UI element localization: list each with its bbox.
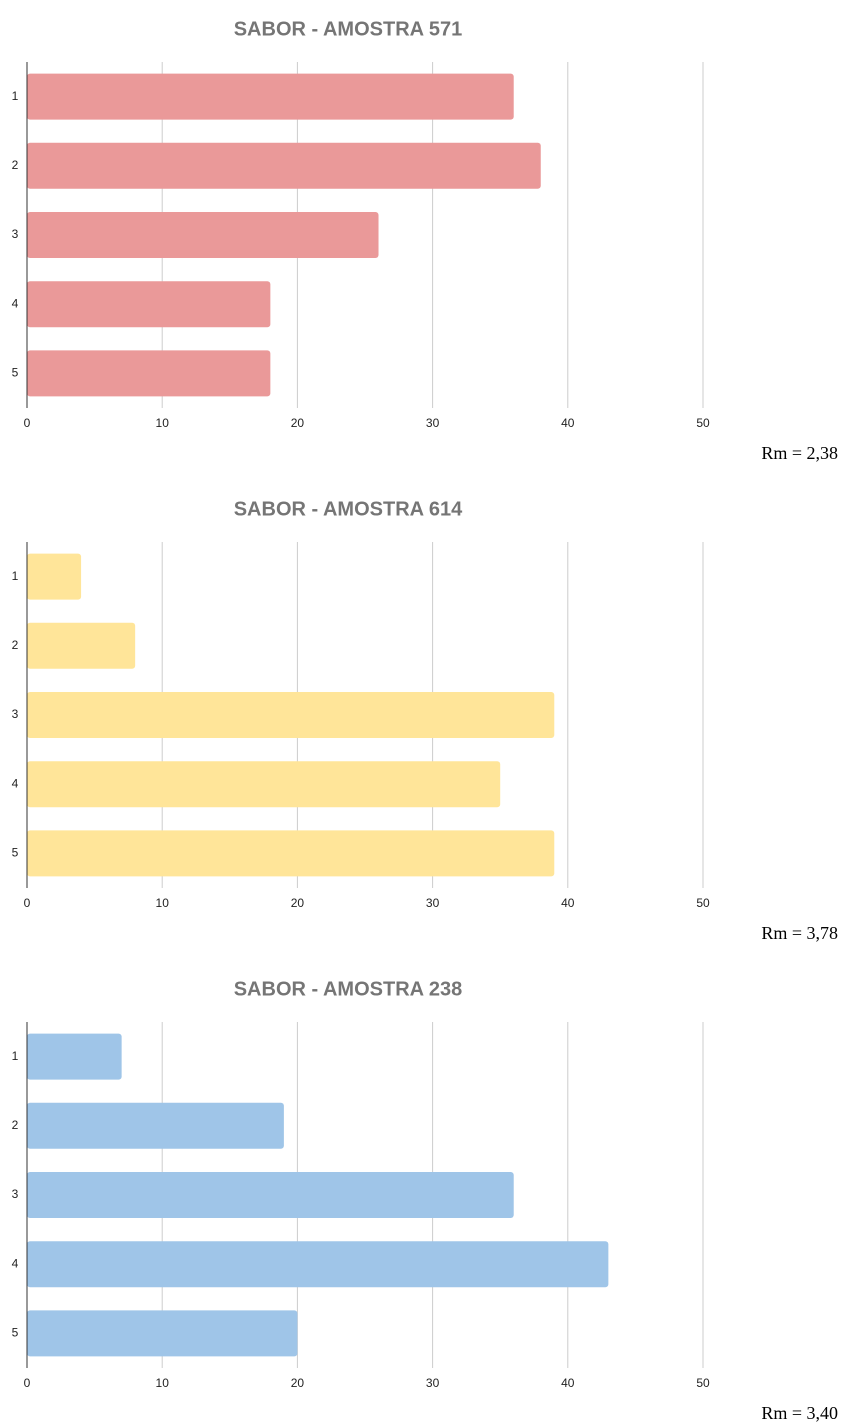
annotation: Rm = 2,38 [761,443,838,463]
x-tick-label: 10 [156,416,170,430]
y-tick-label: 2 [12,158,19,172]
x-tick-label: 0 [24,416,31,430]
x-tick-label: 50 [696,1376,710,1390]
y-tick-label: 5 [12,366,19,380]
y-tick-label: 1 [12,1049,19,1063]
bar [27,1310,298,1357]
x-tick-label: 40 [561,896,575,910]
y-tick-label: 4 [12,776,19,790]
annotation: Rm = 3,78 [761,923,838,943]
y-tick-label: 2 [12,1118,19,1132]
y-tick-label: 4 [12,1256,19,1270]
x-tick-label: 40 [561,1376,575,1390]
y-tick-label: 1 [12,89,19,103]
x-tick-label: 20 [291,1376,305,1390]
y-tick-label: 4 [12,296,19,310]
bar [27,350,271,397]
x-tick-label: 20 [291,896,305,910]
chart-title: SABOR - AMOSTRA 238 [234,978,463,1000]
y-tick-label: 1 [12,569,19,583]
bar [27,212,379,258]
bar [27,1241,609,1288]
x-tick-label: 40 [561,416,575,430]
x-tick-label: 10 [156,1376,170,1390]
bar [27,281,271,328]
bar [27,553,82,600]
y-tick-label: 3 [12,1187,19,1201]
bar [27,622,136,669]
x-tick-label: 50 [696,896,710,910]
bar [27,761,501,808]
chart-title: SABOR - AMOSTRA 571 [234,18,463,40]
x-tick-label: 30 [426,896,440,910]
chart-title: SABOR - AMOSTRA 614 [234,498,463,520]
bar [27,142,541,189]
bar [27,1033,122,1080]
y-tick-label: 2 [12,638,19,652]
y-tick-label: 3 [12,707,19,721]
bar [27,830,555,877]
x-tick-label: 30 [426,416,440,430]
x-tick-label: 10 [156,896,170,910]
annotation: Rm = 3,40 [761,1403,838,1423]
x-tick-label: 50 [696,416,710,430]
y-tick-label: 5 [12,1326,19,1340]
y-tick-label: 3 [12,227,19,241]
x-tick-label: 0 [24,1376,31,1390]
bar [27,1172,514,1218]
y-tick-label: 5 [12,846,19,860]
bar [27,692,555,738]
x-tick-label: 30 [426,1376,440,1390]
x-tick-label: 20 [291,416,305,430]
bar [27,1102,284,1149]
x-tick-label: 0 [24,896,31,910]
bar [27,73,514,120]
